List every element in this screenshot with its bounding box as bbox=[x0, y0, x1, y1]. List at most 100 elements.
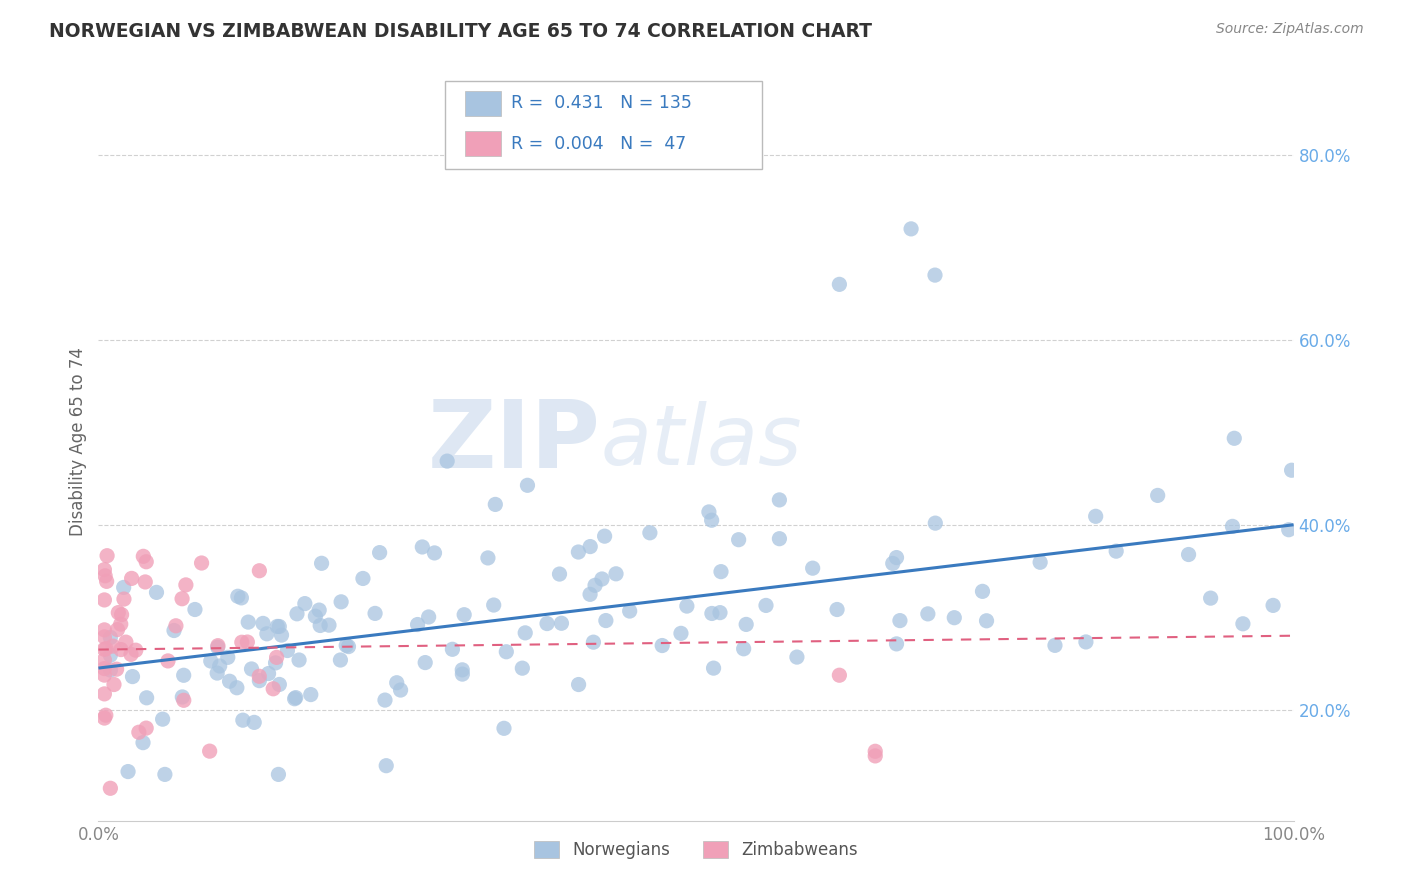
Point bbox=[121, 669, 143, 683]
Point bbox=[94, 641, 117, 656]
Point bbox=[441, 642, 464, 657]
Point bbox=[247, 669, 270, 683]
Point bbox=[269, 677, 291, 691]
Point bbox=[117, 764, 139, 779]
Point bbox=[337, 640, 360, 654]
Point bbox=[93, 630, 115, 644]
Point bbox=[247, 673, 270, 688]
Point bbox=[492, 721, 515, 735]
Point bbox=[308, 603, 330, 617]
Point bbox=[96, 574, 118, 589]
Point bbox=[700, 513, 723, 527]
Point bbox=[579, 540, 602, 554]
Point bbox=[638, 525, 661, 540]
Point bbox=[755, 599, 778, 613]
Point bbox=[232, 713, 254, 727]
Point bbox=[516, 478, 538, 492]
Point bbox=[886, 637, 908, 651]
Point bbox=[389, 683, 412, 698]
Point bbox=[1177, 548, 1199, 562]
Point bbox=[1199, 591, 1222, 606]
Point bbox=[125, 643, 148, 657]
Point bbox=[243, 715, 266, 730]
Point bbox=[98, 631, 122, 645]
Text: NORWEGIAN VS ZIMBABWEAN DISABILITY AGE 65 TO 74 CORRELATION CHART: NORWEGIAN VS ZIMBABWEAN DISABILITY AGE 6… bbox=[49, 22, 872, 41]
Point bbox=[733, 641, 755, 656]
Point bbox=[262, 681, 284, 696]
Point bbox=[669, 626, 692, 640]
Point bbox=[145, 585, 167, 599]
Legend: Norwegians, Zimbabweans: Norwegians, Zimbabweans bbox=[527, 834, 865, 865]
Point bbox=[568, 677, 591, 691]
Point bbox=[482, 598, 505, 612]
Point bbox=[886, 550, 908, 565]
Point bbox=[651, 639, 673, 653]
Point bbox=[284, 690, 307, 705]
Point bbox=[165, 619, 187, 633]
Point bbox=[238, 615, 260, 629]
Point bbox=[735, 617, 758, 632]
Point bbox=[115, 635, 138, 649]
Point bbox=[128, 725, 150, 739]
Point bbox=[240, 662, 263, 676]
Point bbox=[375, 758, 398, 772]
Point bbox=[264, 656, 287, 670]
Point bbox=[1222, 519, 1244, 533]
Point bbox=[330, 595, 353, 609]
Point bbox=[105, 662, 128, 676]
Point bbox=[676, 599, 699, 613]
Text: atlas: atlas bbox=[600, 401, 801, 482]
Text: ZIP: ZIP bbox=[427, 395, 600, 488]
Point bbox=[1146, 488, 1168, 502]
Point bbox=[1278, 523, 1301, 537]
Point bbox=[93, 623, 115, 637]
Point bbox=[567, 545, 589, 559]
Point bbox=[120, 648, 142, 662]
Point bbox=[825, 602, 848, 616]
Point bbox=[190, 556, 212, 570]
Point bbox=[156, 654, 179, 668]
Point bbox=[1223, 431, 1246, 445]
Point bbox=[385, 675, 408, 690]
Point bbox=[110, 607, 132, 622]
Point bbox=[93, 593, 115, 607]
Point bbox=[174, 578, 197, 592]
Point bbox=[93, 668, 115, 682]
Point bbox=[512, 661, 534, 675]
Point bbox=[579, 587, 602, 601]
Text: R =  0.004   N =  47: R = 0.004 N = 47 bbox=[510, 135, 686, 153]
Point bbox=[828, 277, 851, 292]
Point bbox=[917, 607, 939, 621]
Point bbox=[484, 497, 506, 511]
Point bbox=[309, 618, 332, 632]
Point bbox=[619, 604, 641, 618]
Point bbox=[768, 532, 790, 546]
Point bbox=[284, 691, 307, 706]
Point bbox=[266, 650, 288, 665]
Point bbox=[132, 549, 155, 564]
Point bbox=[605, 566, 627, 581]
Point bbox=[550, 616, 572, 631]
Point bbox=[710, 565, 733, 579]
Point bbox=[406, 617, 429, 632]
Point bbox=[451, 663, 474, 677]
Point bbox=[94, 569, 117, 583]
Point bbox=[418, 610, 440, 624]
Point bbox=[266, 619, 288, 633]
Point bbox=[96, 549, 118, 563]
Bar bbox=[465, 131, 501, 156]
Point bbox=[236, 635, 259, 649]
Point bbox=[299, 688, 322, 702]
Text: R =  0.431   N = 135: R = 0.431 N = 135 bbox=[510, 95, 692, 112]
Point bbox=[436, 454, 458, 468]
Point bbox=[413, 656, 436, 670]
Point bbox=[93, 662, 115, 676]
Point bbox=[515, 625, 537, 640]
Point bbox=[1281, 463, 1303, 477]
Point bbox=[768, 492, 790, 507]
Point bbox=[134, 574, 156, 589]
Point bbox=[172, 591, 194, 606]
Point bbox=[582, 635, 605, 649]
Point bbox=[231, 591, 253, 605]
Point bbox=[121, 571, 143, 585]
